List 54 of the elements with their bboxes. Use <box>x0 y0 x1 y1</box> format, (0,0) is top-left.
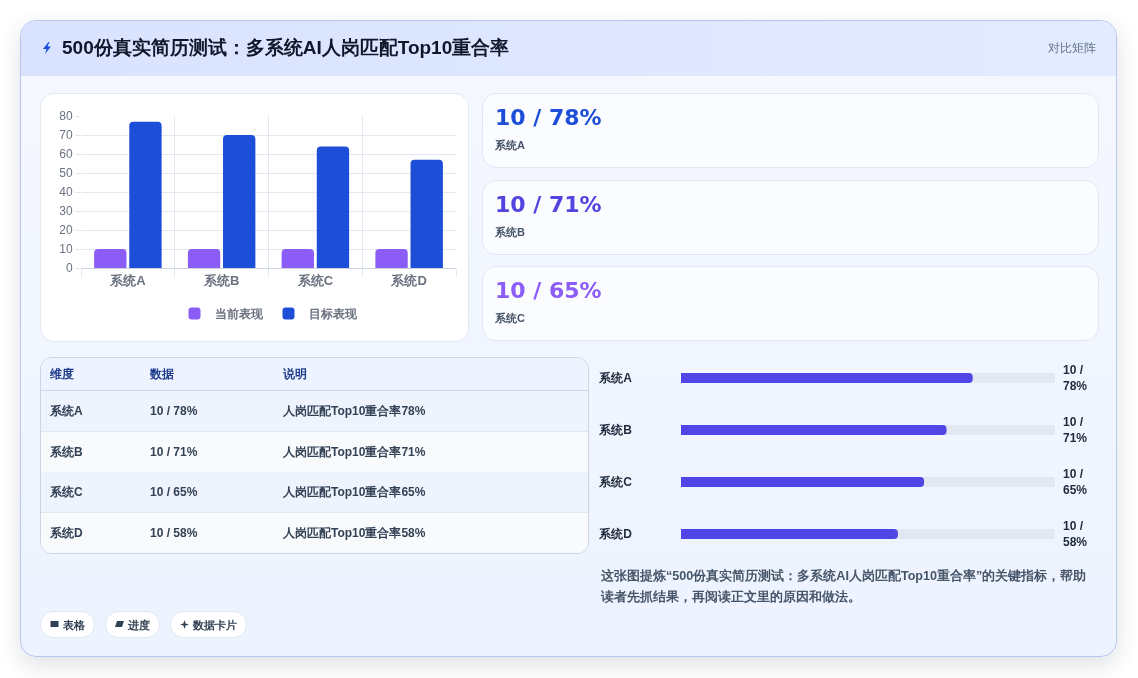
y-tick-label: 20 <box>59 223 73 238</box>
bar <box>410 159 443 268</box>
text: 人岗匹配Top10重合率78% <box>283 404 426 418</box>
text: 这张图提炼“500份真实简历测试：多系统AI人岗匹配Top10重合率”的关键指标，帮助读者先抓结果，再阅读正文里的原因和做法。 <box>601 568 1088 606</box>
x-tick-label: 系统B <box>202 272 240 288</box>
data-label: 10 / 71% <box>1063 415 1088 445</box>
text: 10 / 58% <box>150 525 198 540</box>
y-tick-label: 系统D <box>598 527 633 542</box>
text: 人岗匹配Top10重合率71% <box>283 444 426 459</box>
text: 数据卡片 <box>193 617 237 632</box>
category-label: 说明 <box>283 366 307 382</box>
data-label: 10 / 58% <box>1063 519 1088 549</box>
text: 进度 <box>128 617 150 632</box>
y-tick-label: 系统B <box>598 423 633 438</box>
text: 对比矩阵 <box>1048 40 1096 56</box>
x-tick-label: 系统D <box>390 272 427 288</box>
bar <box>129 121 162 268</box>
y-tick-label: 60 <box>59 147 73 162</box>
y-tick-label: 30 <box>59 204 73 219</box>
legend-label: 当前表现 <box>214 307 264 322</box>
data-label: 10 / 65% <box>1063 467 1088 497</box>
category-label: 数据 <box>150 366 174 382</box>
text: 表格 <box>63 617 85 632</box>
category-label: 系统C <box>495 311 525 325</box>
bar <box>94 249 127 268</box>
text: 500份真实简历测试：多系统AI人岗匹配Top10重合率 <box>62 36 510 60</box>
y-tick-label: 80 <box>59 109 73 124</box>
text: 人岗匹配Top10重合率58% <box>283 525 426 540</box>
y-tick-label: 40 <box>59 185 73 200</box>
x-tick-label: 系统A <box>109 272 147 288</box>
bar <box>187 249 221 268</box>
x-tick-label: 系统C <box>296 272 334 288</box>
bar <box>316 146 350 268</box>
bar <box>223 135 256 268</box>
text: 10 / 65% <box>495 278 602 303</box>
category-label: 系统B <box>495 224 525 239</box>
y-tick-label: 系统A <box>598 371 633 386</box>
bar <box>281 249 314 268</box>
legend-label: 目标表现 <box>308 307 358 322</box>
category-label: 维度 <box>50 366 74 382</box>
data-label: 10 / 78% <box>1063 363 1088 393</box>
category-label: 系统A <box>495 138 525 152</box>
y-tick-label: 50 <box>59 166 73 181</box>
y-tick-label: 10 <box>59 242 73 257</box>
text: 10 / 71% <box>495 191 602 217</box>
text: 10 / 71% <box>150 444 198 459</box>
text: 10 / 65% <box>150 485 198 500</box>
text: 10 / 78% <box>495 105 602 130</box>
bar <box>375 249 408 268</box>
text: 10 / 78% <box>150 404 198 418</box>
y-tick-label: 70 <box>59 128 73 143</box>
text: 人岗匹配Top10重合率65% <box>283 485 426 500</box>
y-tick-label: 系统C <box>598 475 633 490</box>
y-tick-label: 0 <box>65 261 73 276</box>
